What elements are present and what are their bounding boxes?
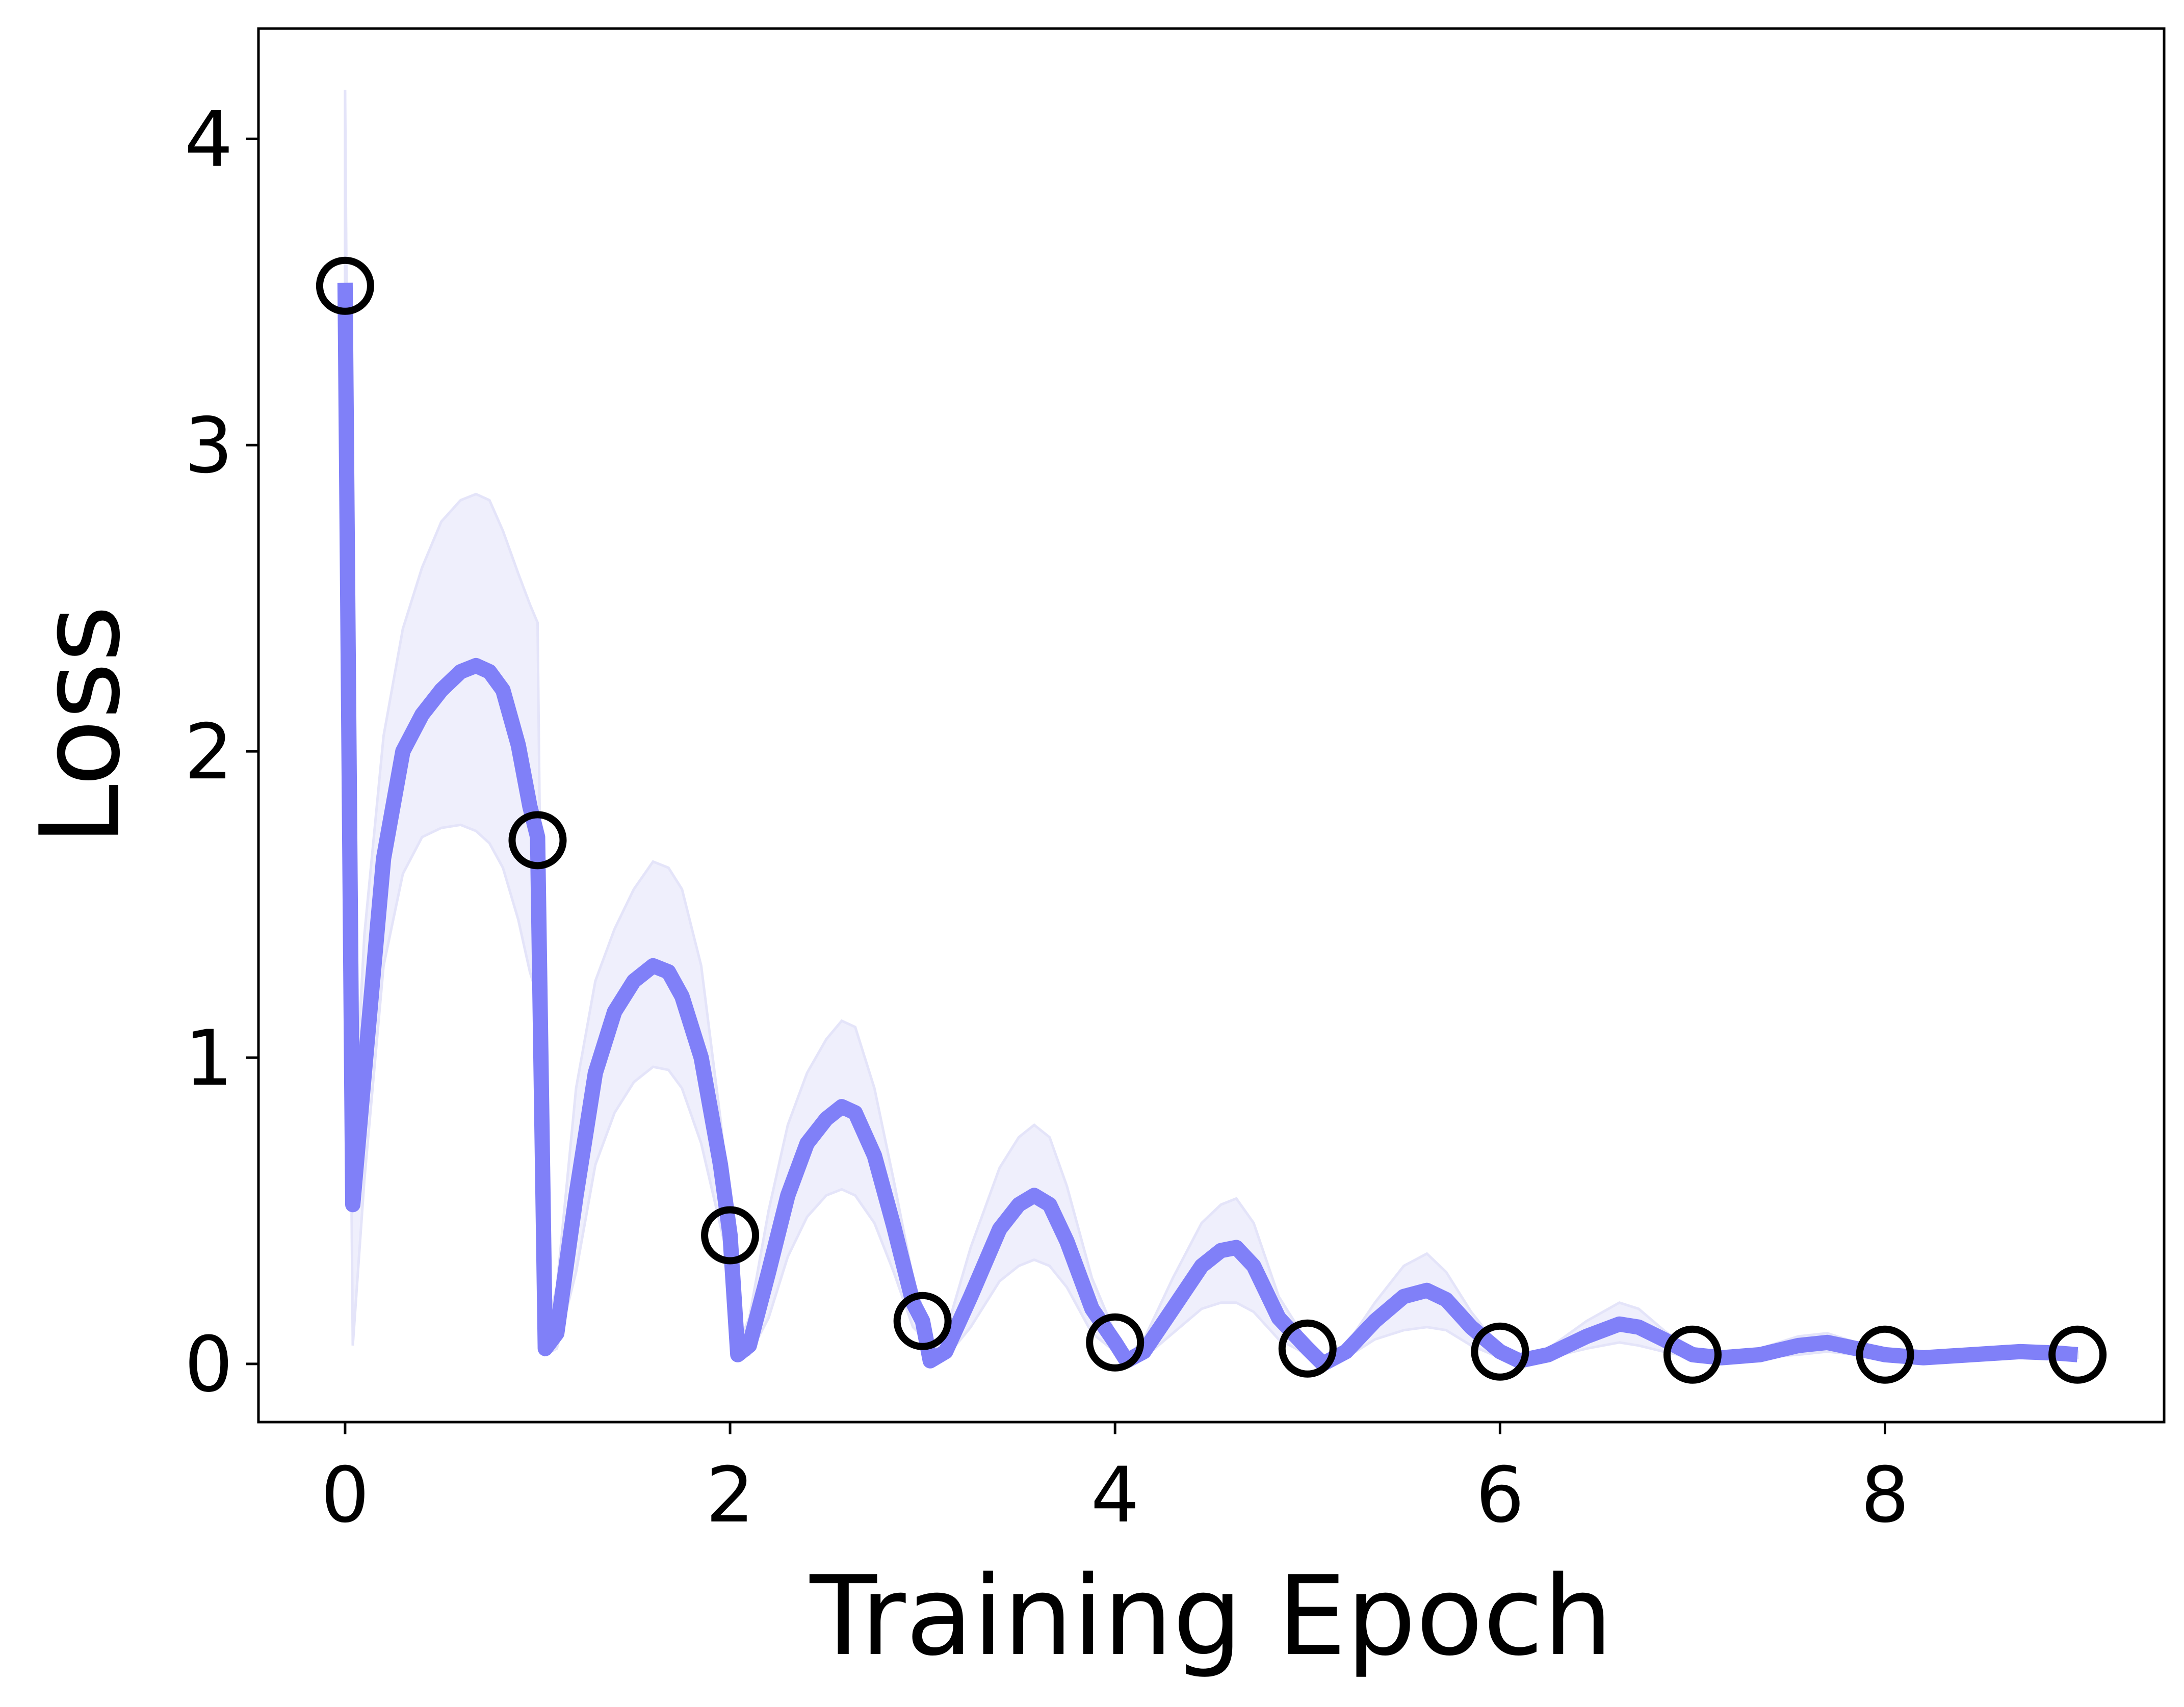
epoch-marker-2 bbox=[701, 1206, 760, 1265]
y-tick-label: 2 bbox=[185, 708, 233, 797]
epoch-marker-1 bbox=[508, 811, 567, 870]
epoch-marker-9 bbox=[2048, 1325, 2107, 1384]
x-tick-label: 0 bbox=[321, 1451, 369, 1540]
x-axis: 0 2 4 6 8 bbox=[321, 1422, 1909, 1540]
epoch-marker-5 bbox=[1278, 1319, 1337, 1378]
epoch-marker-3 bbox=[893, 1292, 952, 1350]
epoch-marker-8 bbox=[1856, 1325, 1914, 1384]
x-tick-label: 8 bbox=[1861, 1451, 1909, 1540]
x-axis-label: Training Epoch bbox=[809, 1552, 1613, 1680]
plot-area bbox=[316, 90, 2107, 1384]
y-axis: 0 1 2 3 4 bbox=[185, 95, 258, 1409]
x-tick-label: 2 bbox=[706, 1451, 754, 1540]
y-tick-label: 1 bbox=[185, 1014, 233, 1103]
y-tick-label: 4 bbox=[185, 95, 233, 184]
epoch-marker-4 bbox=[1086, 1313, 1145, 1372]
loss-series-line bbox=[337, 282, 2078, 1372]
epoch-marker-6 bbox=[1471, 1322, 1529, 1381]
x-tick-label: 4 bbox=[1090, 1451, 1139, 1540]
plot-frame bbox=[257, 27, 2166, 1424]
y-axis-label: Loss bbox=[16, 605, 144, 846]
epoch-marker-7 bbox=[1663, 1325, 1722, 1384]
epoch-marker-0 bbox=[316, 256, 374, 315]
x-tick-label: 6 bbox=[1476, 1451, 1524, 1540]
y-tick-label: 3 bbox=[185, 402, 233, 490]
y-tick-label: 0 bbox=[185, 1321, 233, 1409]
